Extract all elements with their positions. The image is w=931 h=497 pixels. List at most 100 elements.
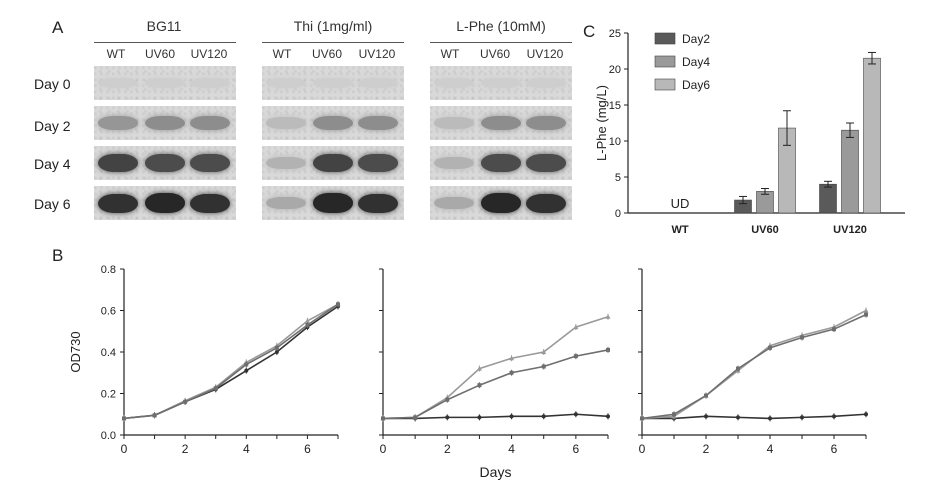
y-tick-label: 10 (609, 136, 621, 148)
series-line (382, 349, 609, 420)
blot-strip (94, 66, 236, 100)
y-axis-label: OD730 (68, 331, 83, 372)
data-point (573, 354, 578, 359)
data-point (122, 416, 126, 421)
blot-band (98, 154, 139, 172)
data-point (541, 364, 546, 369)
blot-band (266, 77, 307, 89)
data-point (183, 399, 188, 404)
legend-swatch (654, 32, 676, 45)
row-label-day2: Day 2 (34, 118, 71, 134)
blot-band (190, 77, 231, 89)
data-point (606, 414, 610, 419)
series-line (641, 309, 867, 420)
blot-band (481, 77, 521, 89)
data-point (304, 318, 310, 323)
data-point (152, 413, 157, 418)
group-underline-lphe (430, 42, 572, 43)
blot-band (145, 193, 185, 213)
data-point (605, 314, 611, 319)
blot-band (526, 77, 567, 89)
data-point (445, 397, 450, 402)
blot-strip (262, 186, 404, 220)
data-point (864, 312, 868, 317)
x-tick-label: UV120 (833, 224, 867, 236)
blot-band (190, 154, 231, 172)
x-axis-label: Days (480, 464, 512, 480)
legend-swatch (654, 55, 676, 68)
x-tick-label: 2 (703, 442, 710, 456)
blot-band (526, 116, 567, 130)
blot-band (434, 196, 475, 210)
data-point (244, 368, 249, 373)
blot-band (266, 117, 307, 129)
y-tick-label: 20 (609, 64, 621, 76)
data-point (509, 355, 515, 361)
blot-band (145, 116, 185, 130)
data-point (509, 370, 514, 375)
data-point (768, 416, 772, 421)
lane-label: UV120 (358, 47, 396, 61)
data-point (336, 302, 340, 307)
data-point (274, 350, 279, 354)
series-line (382, 315, 609, 420)
lane-label: UV60 (144, 47, 176, 61)
series-line (383, 413, 609, 420)
bar (819, 183, 837, 214)
blot-band (313, 154, 353, 172)
y-tick-label: 0 (615, 208, 621, 220)
x-tick-label: 0 (639, 442, 646, 456)
data-point (541, 414, 546, 419)
blot-band (145, 154, 185, 172)
blot-band (313, 193, 353, 213)
blot-band (481, 116, 521, 130)
y-tick-label: 15 (609, 100, 621, 112)
lane-label: WT (106, 47, 126, 61)
lane-label: UV60 (311, 47, 343, 61)
group-title-bg11: BG11 (146, 18, 182, 34)
blot-band (190, 116, 231, 130)
blot-band (481, 154, 521, 172)
x-tick-label: 6 (573, 442, 580, 456)
blot-band (190, 193, 231, 213)
blot-strip (94, 146, 236, 180)
legend-label: Day4 (682, 55, 710, 69)
y-tick-label: 0.8 (101, 264, 116, 276)
data-point (541, 349, 547, 354)
data-point (509, 414, 514, 419)
data-point (381, 416, 385, 421)
lane-label: WT (272, 47, 292, 61)
x-tick-label: 0 (121, 442, 128, 456)
blot-strip (430, 106, 572, 140)
data-point (476, 366, 482, 371)
data-point (800, 415, 804, 420)
legend-label: Day2 (682, 32, 710, 46)
blot-band (526, 154, 567, 172)
blot-band (266, 157, 307, 169)
lane-label: UV120 (190, 47, 228, 61)
y-tick-label: 0.2 (101, 389, 116, 401)
blot-band (313, 77, 353, 89)
blot-band (98, 77, 139, 89)
lane-label: WT (440, 47, 460, 61)
panel-c-bar-chart: 0 5 10 15 20 25 L-Phe (mg/L) WT UV60 UV120 UD Day2 D… (594, 28, 905, 236)
data-point (800, 335, 804, 340)
group-underline-bg11 (94, 42, 236, 43)
row-label-day4: Day 4 (34, 156, 71, 172)
blot-band (358, 116, 399, 130)
data-point (704, 414, 708, 419)
data-point (736, 415, 740, 420)
x-tick-label: 4 (243, 442, 250, 456)
data-point (736, 366, 740, 371)
data-point (863, 308, 869, 313)
data-point (573, 324, 579, 330)
x-tick-label: WT (671, 224, 688, 236)
blot-strip (262, 106, 404, 140)
bar (863, 57, 881, 214)
y-tick-label: 25 (609, 28, 621, 40)
blot-band (434, 117, 475, 129)
data-point (445, 415, 450, 420)
legend-swatch (654, 78, 676, 91)
data-point (305, 323, 310, 328)
data-point (413, 415, 418, 420)
